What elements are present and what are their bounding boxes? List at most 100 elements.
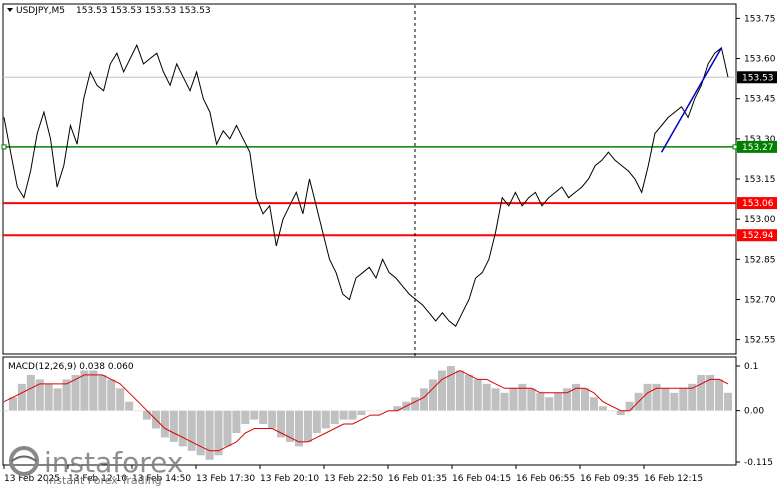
macd-bar <box>303 410 312 442</box>
macd-bar <box>652 383 661 411</box>
macd-bar <box>500 392 509 411</box>
macd-bar <box>330 410 339 425</box>
watermark-brand: instaforex <box>44 446 183 479</box>
time-tick-label: 16 Feb 12:15 <box>644 474 703 484</box>
level-tag <box>737 197 777 210</box>
macd-bar <box>205 410 214 460</box>
macd-bar <box>142 410 152 420</box>
macd-bar <box>661 388 670 411</box>
macd-bar <box>214 410 223 456</box>
time-tick-label: 16 Feb 01:35 <box>388 474 447 484</box>
macd-bar <box>554 392 563 411</box>
macd-bar <box>518 383 527 411</box>
macd-bar <box>697 374 706 411</box>
time-tick-label: 16 Feb 04:15 <box>452 474 511 484</box>
macd-bar <box>312 410 321 433</box>
macd-bar <box>688 383 697 411</box>
level-tag <box>737 140 777 153</box>
macd-bar <box>116 388 125 411</box>
macd-bar <box>44 383 53 411</box>
macd-bar <box>464 374 473 411</box>
level-tags: 153.27 153.06 152.94 153.53 <box>737 71 777 242</box>
macd-bar <box>679 388 688 411</box>
macd-bar <box>53 388 62 411</box>
macd-bar <box>563 388 572 411</box>
price-tick-label: 153.75 <box>744 14 776 24</box>
macd-bar <box>294 410 303 447</box>
price-tick-label: 152.55 <box>744 336 776 346</box>
macd-bar <box>268 410 277 429</box>
macd-bar <box>670 392 679 411</box>
macd-bar <box>598 406 607 411</box>
current-price-tag <box>737 71 777 84</box>
macd-tick-label: -0.115 <box>744 458 773 468</box>
time-tick-label: 13 Feb 14:50 <box>132 474 191 484</box>
macd-bar <box>348 410 357 420</box>
macd-bar <box>223 410 232 447</box>
macd-bar <box>455 370 464 411</box>
macd-bar <box>393 406 402 411</box>
macd-bar <box>71 374 80 411</box>
macd-bar <box>482 383 491 411</box>
macd-bar <box>196 410 205 456</box>
macd-bar <box>375 410 384 412</box>
time-tick-label: 13 Feb 12:10 <box>68 474 127 484</box>
macd-signal-line <box>3 369 729 452</box>
time-tick-label: 16 Feb 09:35 <box>580 474 639 484</box>
macd-header: MACD(12,26,9) 0.038 0.060 <box>8 362 134 372</box>
time-tick-label: 13 Feb 22:50 <box>324 474 383 484</box>
macd-bar <box>545 397 554 411</box>
macd-bar <box>160 410 169 438</box>
macd-bar <box>420 388 429 411</box>
macd-bar <box>17 383 26 411</box>
price-line <box>3 43 729 327</box>
level-tag-label: 152.94 <box>742 231 774 241</box>
level-tag <box>737 229 777 242</box>
price-tick-label: 153.60 <box>744 55 776 65</box>
macd-bar <box>411 397 420 411</box>
level-tag-label: 153.06 <box>742 199 774 209</box>
macd-bar <box>339 410 348 420</box>
macd-bar <box>277 410 286 438</box>
macd-bar <box>89 370 98 411</box>
price-tick-label: 153.15 <box>744 175 776 185</box>
price-tick-label: 152.70 <box>744 295 776 305</box>
macd-tick-label: 0.00 <box>744 407 764 417</box>
macd-bar <box>491 388 500 411</box>
current-price-label: 153.53 <box>742 73 774 83</box>
macd-bar <box>259 410 268 425</box>
price-axis: 153.75 153.60 153.45 153.30 153.15 153.00 152.… <box>736 14 776 346</box>
macd-bar <box>286 410 295 442</box>
logo-swoosh-icon <box>11 455 37 462</box>
macd-bar <box>536 392 545 411</box>
chevron-down-icon[interactable] <box>7 8 13 12</box>
time-axis: 13 Feb 2025 13 Feb 12:10 13 Feb 14:50 13 Fe… <box>3 465 703 484</box>
macd-bar <box>0 410 9 412</box>
macd-bar <box>580 388 590 411</box>
macd-bar <box>616 410 625 416</box>
macd-bar <box>107 379 116 411</box>
price-tick-label: 153.30 <box>744 135 776 145</box>
macd-axis: 0.1 0.00 -0.115 <box>736 362 773 468</box>
macd-bar <box>98 374 107 411</box>
macd-bar <box>366 410 375 412</box>
level-tag-label: 153.27 <box>742 143 774 153</box>
macd-bar <box>250 410 259 420</box>
macd-bar <box>125 401 134 411</box>
macd-bar <box>8 397 17 411</box>
price-levels <box>1 76 738 237</box>
time-tick-label: 13 Feb 20:10 <box>260 474 319 484</box>
trend-line <box>660 47 723 153</box>
time-tick-label: 13 Feb 2025 <box>4 474 60 484</box>
instaforex-logo: instaforex Instant Forex Trading <box>9 446 183 487</box>
macd-bar <box>509 388 518 411</box>
macd-bar <box>134 410 143 412</box>
time-tick-label: 16 Feb 06:55 <box>516 474 575 484</box>
quote-values: 153.53 153.53 153.53 153.53 <box>76 6 211 16</box>
macd-bar <box>527 388 536 411</box>
price-tick-label: 152.85 <box>744 255 776 265</box>
watermark-tagline: Instant Forex Trading <box>46 474 162 487</box>
macd-bar <box>80 370 89 411</box>
price-tick-label: 153.45 <box>744 95 776 105</box>
